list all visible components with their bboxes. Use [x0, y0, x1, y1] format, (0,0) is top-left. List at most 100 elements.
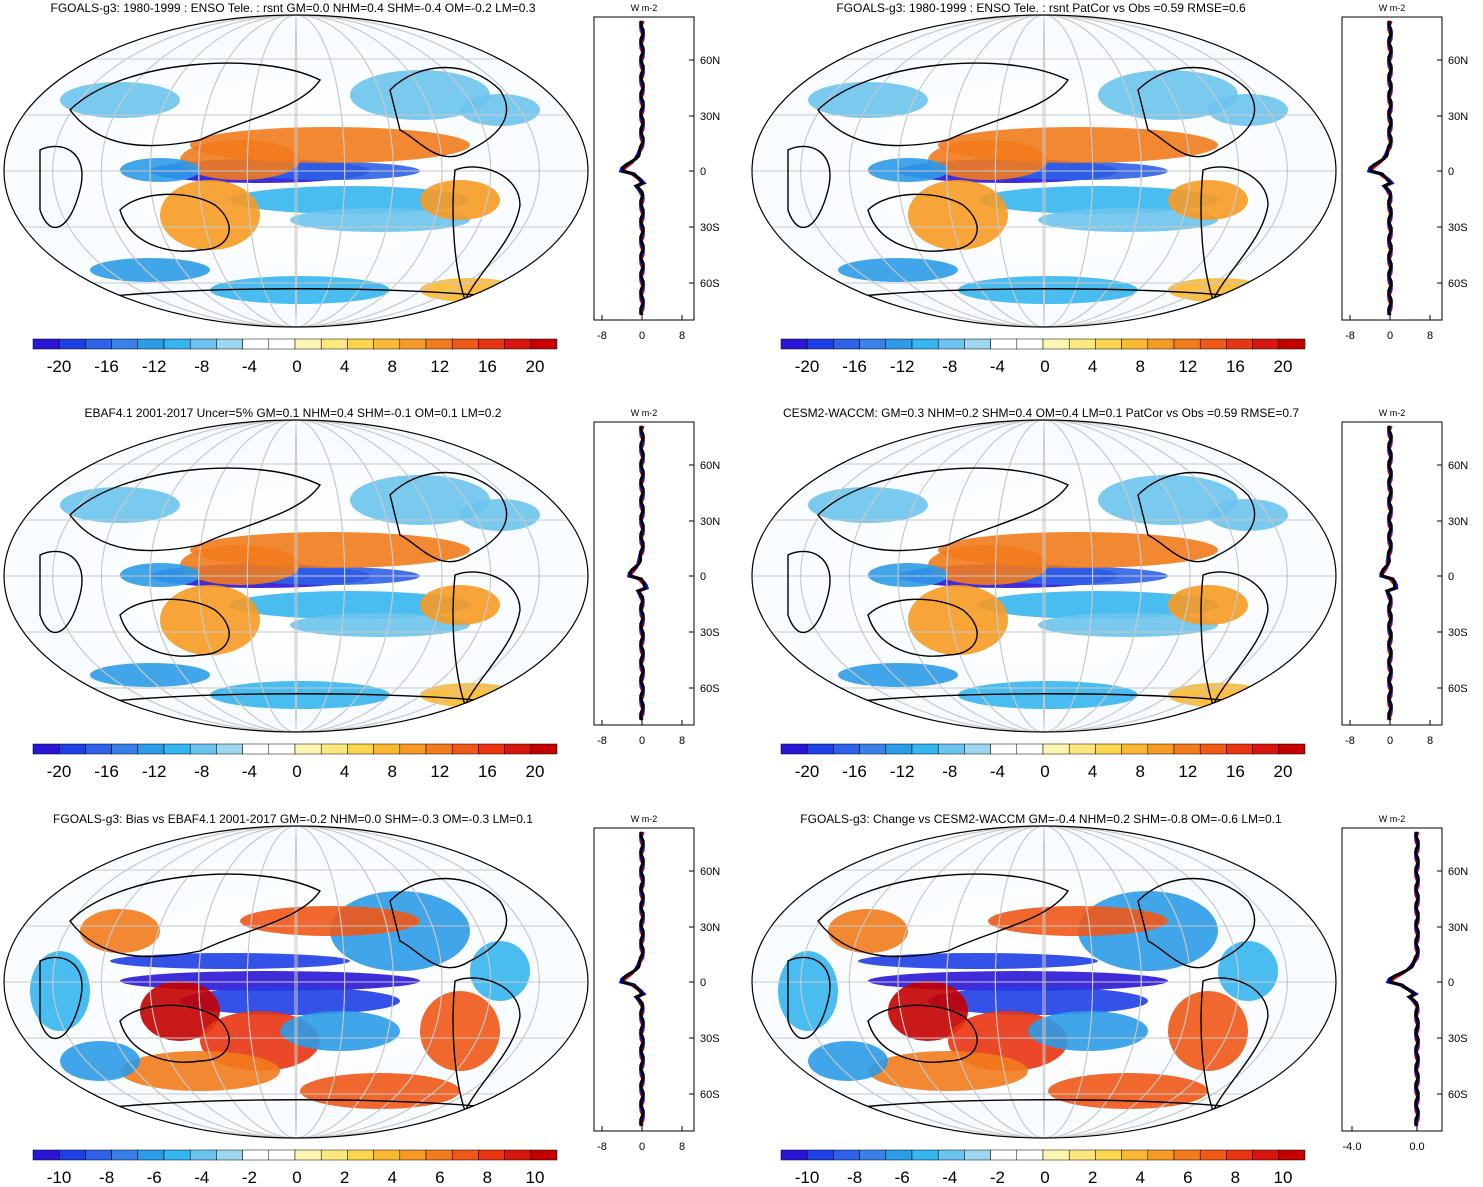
coastline [817, 467, 1070, 552]
colorbar-label: 20 [1274, 357, 1293, 376]
colorbar-label: 6 [1183, 1168, 1192, 1187]
profile-lat-label: 30N [700, 922, 720, 934]
field-blob [470, 941, 530, 1001]
colorbar-box [1095, 1149, 1122, 1161]
profile-unit: W m-2 [631, 408, 658, 418]
coastline [827, 288, 1269, 301]
colorbar-box [137, 743, 165, 755]
colorbar-box [294, 1149, 322, 1161]
field-blob [90, 663, 210, 687]
map-field [4, 826, 588, 1138]
profile-x-label: -8 [597, 735, 607, 747]
colorbar-box [1173, 743, 1201, 755]
panel-title: CESM2-WACCM: GM=0.3 NHM=0.2 SHM=0.4 OM=0… [783, 406, 1299, 420]
colorbar-box [1042, 743, 1070, 755]
colorbar-box [399, 743, 427, 755]
field-blob [808, 487, 928, 523]
colorbar-label: 12 [430, 762, 449, 781]
colorbar-box [833, 338, 860, 350]
profile-x-label: 8 [679, 1141, 685, 1153]
colorbar-label: -4 [990, 357, 1005, 376]
colorbar-label: -16 [842, 762, 867, 781]
colorbar-box [163, 338, 191, 350]
graticule-lon [52, 420, 540, 732]
colorbar-box [859, 338, 887, 350]
colorbar-box [425, 743, 453, 755]
panel-title: FGOALS-g3: 1980-1999 : ENSO Tele. : rsnt… [51, 1, 536, 15]
field-blob [808, 1041, 888, 1081]
colorbar-box [373, 338, 401, 350]
profile-lat-label: 30N [1448, 922, 1468, 934]
field-blob [110, 953, 350, 969]
map-field [752, 15, 1336, 327]
colorbar-box [320, 743, 348, 755]
profile-lat-label: 30N [700, 516, 720, 528]
graticule-lon [848, 15, 1240, 327]
colorbar-box [806, 338, 834, 350]
colorbar-box [478, 743, 505, 755]
graticule-lon [198, 15, 394, 327]
profile-lat-label: 30N [700, 111, 720, 123]
colorbar-label: 20 [526, 357, 545, 376]
profile-lat-label: 60N [700, 460, 720, 472]
map-border [3, 419, 589, 733]
field-blob [868, 1051, 1028, 1091]
profile-lat-label: 60N [700, 866, 720, 878]
colorbar-label: 8 [483, 1168, 492, 1187]
colorbar-box [1147, 1149, 1175, 1161]
colorbar-label: -6 [147, 1168, 162, 1187]
colorbar-box [85, 743, 112, 755]
colorbar-box [990, 338, 1018, 350]
colorbar-box [85, 1149, 112, 1161]
panel-6: FGOALS-g3: Change vs CESM2-WACCM GM=-0.4… [751, 812, 1468, 1187]
profile-frame [593, 421, 695, 726]
field-blob [1208, 499, 1288, 531]
colorbar-label: -4 [990, 762, 1005, 781]
colorbar-box [885, 1149, 913, 1161]
colorbar-box [425, 1149, 453, 1161]
field-blob [60, 487, 180, 523]
colorbar-box [320, 338, 348, 350]
profile-line-ref [1369, 20, 1393, 316]
field-blob [160, 180, 260, 250]
colorbar-label: -16 [94, 762, 119, 781]
graticule-lon [100, 15, 492, 327]
colorbar-box [530, 1149, 558, 1161]
colorbar-box [1226, 743, 1253, 755]
colorbar-label: 16 [478, 762, 497, 781]
field-blob [908, 585, 1008, 655]
graticule-lon [994, 15, 1094, 327]
coastline [39, 956, 83, 1040]
colorbar-box [1278, 1149, 1306, 1161]
colorbar-box [216, 1149, 243, 1161]
panel-3: EBAF4.1 2001-2017 Uncer=5% GM=0.1 NHM=0.… [3, 406, 720, 781]
coastline [389, 877, 508, 969]
colorbar-box [189, 743, 217, 755]
coastline [119, 598, 230, 657]
field-blob [290, 208, 470, 232]
colorbar-box [32, 1149, 60, 1161]
profile-lat-label: 60N [700, 55, 720, 67]
coastline [119, 193, 230, 252]
field-blob [838, 258, 958, 282]
colorbar-box [294, 338, 322, 350]
graticule-lon [294, 15, 298, 327]
graticule-lon [946, 420, 1142, 732]
map-field [4, 420, 588, 732]
colorbar-box [111, 743, 139, 755]
colorbar-box [425, 338, 453, 350]
colorbar-box [530, 338, 558, 350]
colorbar-box [268, 1149, 296, 1161]
profile-unit: W m-2 [631, 3, 658, 13]
colorbar-box [294, 743, 322, 755]
profile-lat-label: 0 [700, 571, 706, 583]
colorbar-box [990, 1149, 1018, 1161]
graticule-lon [149, 826, 443, 1138]
colorbar-box [347, 743, 374, 755]
profile-x-label: 0 [639, 330, 645, 342]
profile-lat-label: 60S [700, 1089, 720, 1101]
colorbar-label: -20 [47, 762, 72, 781]
colorbar-box [216, 338, 243, 350]
colorbar-box [1252, 743, 1280, 755]
map-border [751, 419, 1337, 733]
